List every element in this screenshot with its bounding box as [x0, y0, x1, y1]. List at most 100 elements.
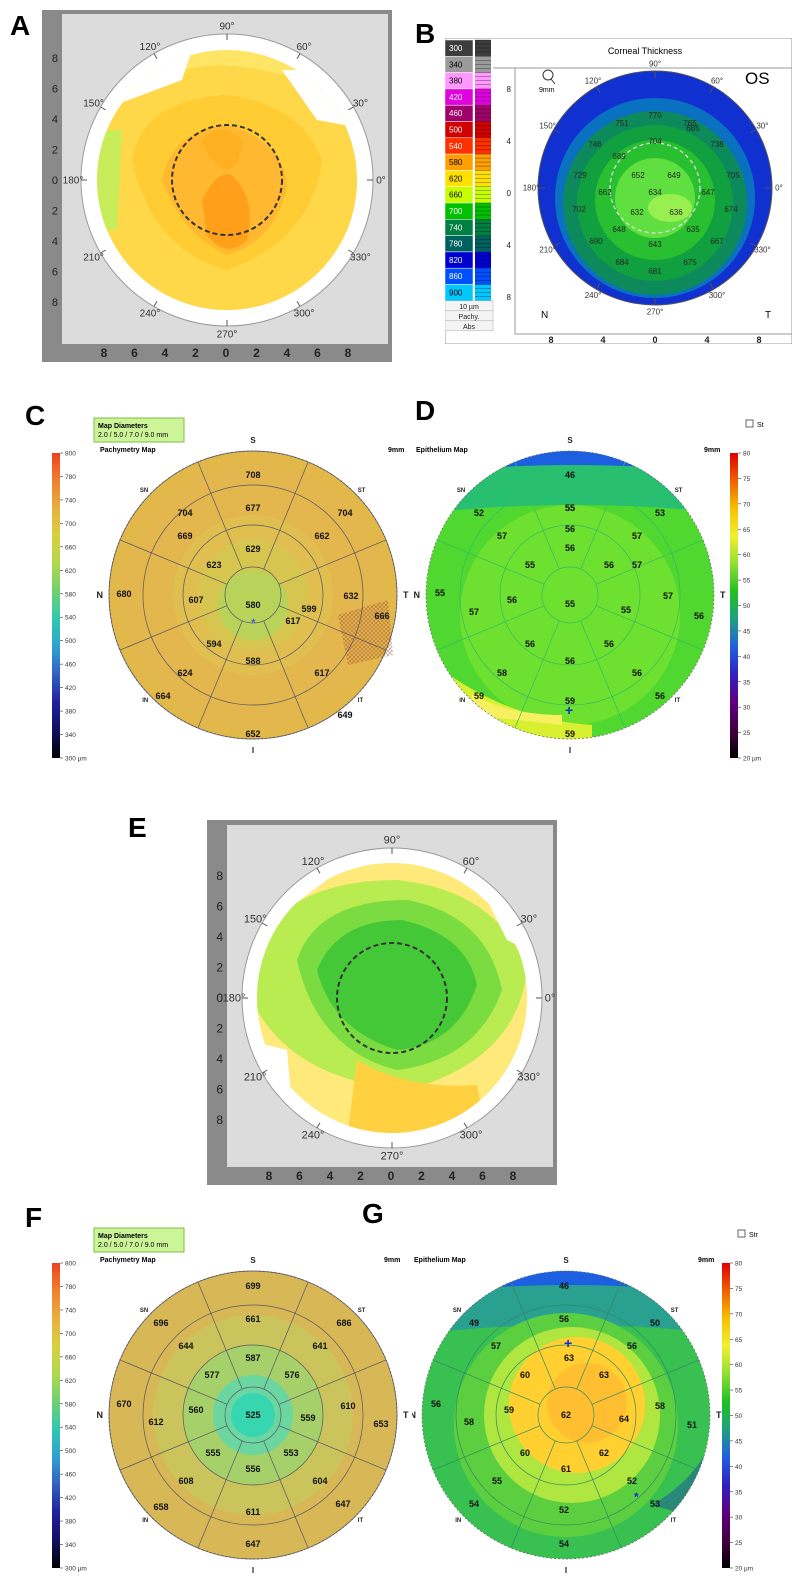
sector-spoke [591, 1425, 700, 1471]
x-tick-label: 4 [449, 1169, 456, 1183]
direction-label: ST [358, 488, 366, 494]
direction-label: SN [140, 1308, 148, 1314]
sector-value: 57 [632, 560, 642, 570]
scale-label: 75 [743, 476, 751, 483]
sector-value: 49 [469, 1318, 479, 1328]
y-tick-label: 0 [507, 189, 512, 198]
sector-value: 560 [188, 1405, 203, 1415]
scale-gradient [722, 1263, 730, 1568]
angle-label: 300° [460, 1130, 483, 1142]
angle-label: 30° [756, 122, 768, 131]
thickness-value: 689 [612, 152, 626, 161]
thickness-value: 634 [648, 188, 662, 197]
y-tick-label: 6 [216, 900, 223, 914]
zoom-icon[interactable] [542, 69, 554, 81]
x-tick-label: 2 [357, 1169, 364, 1183]
angle-tick [709, 283, 714, 289]
y-tick-label: 6 [216, 1083, 223, 1097]
direction-label: S [250, 436, 256, 445]
scale-label: 300 µm [65, 756, 87, 763]
sector-value: 594 [206, 639, 221, 649]
sector-value: 652 [245, 729, 260, 739]
scale-gradient [730, 453, 738, 758]
direction-label: N [414, 590, 421, 600]
sector-value: 670 [116, 1399, 131, 1409]
scale-footer: 10 µm [459, 304, 479, 311]
sector-value: 669 [177, 531, 192, 541]
direction-label: I [569, 746, 571, 755]
panel-g-checkbox[interactable] [737, 1229, 746, 1238]
panel-d-epithelium: Epithelium Map 9mm St + 55 56 55 56 56 55 57 56… [414, 419, 764, 763]
angle-label: 240° [302, 1130, 325, 1142]
angle-label: 30° [520, 914, 537, 926]
angle-label: 0° [775, 184, 783, 193]
thickness-value: 648 [612, 225, 626, 234]
scale-label: 45 [735, 1438, 743, 1445]
sector-spoke [591, 1359, 700, 1405]
panel-b-nasal-label: N [541, 310, 548, 321]
sector-spoke [197, 1440, 243, 1549]
thickness-value: 652 [631, 171, 645, 180]
direction-label: T [403, 590, 409, 600]
scale-label: 300 [449, 44, 463, 53]
scale-label: 620 [65, 1378, 76, 1385]
sector-spoke [436, 605, 545, 651]
scale-label: 660 [449, 191, 463, 200]
sector-value: 649 [337, 710, 352, 720]
scale-label: 30 [735, 1515, 743, 1522]
sector-spoke [263, 1281, 309, 1390]
angle-tick [347, 106, 354, 111]
sector-value: 56 [431, 1399, 441, 1409]
sector-value: 632 [343, 591, 358, 601]
sector-value: 57 [497, 531, 507, 541]
sector-value: 604 [312, 1476, 327, 1486]
panel-e-color-map [257, 863, 527, 1133]
y-tick-label: 8 [216, 1113, 223, 1127]
panel-f-map-diam-values: 2.0 / 5.0 / 7.0 / 9.0 mm [98, 1242, 168, 1249]
angle-label: 0° [376, 175, 386, 186]
direction-label: S [563, 1256, 569, 1265]
sector-value: 55 [565, 503, 575, 513]
direction-label: SN [453, 1308, 461, 1314]
scale-label: 500 [449, 126, 463, 135]
thickness-value: 684 [615, 258, 629, 267]
angle-tick [463, 867, 468, 874]
x-tick-label: 4 [284, 346, 291, 360]
y-tick-label: 6 [52, 267, 58, 279]
x-tick-label: 0 [223, 346, 230, 360]
angle-tick [100, 249, 107, 254]
thickness-value: 751 [615, 119, 629, 128]
sector-value: 57 [632, 531, 642, 541]
sector-value: 580 [245, 600, 260, 610]
y-tick-label: 8 [52, 297, 58, 309]
direction-label: IT [358, 1518, 364, 1524]
sector-spoke [278, 605, 387, 651]
panel-letter-e: E [128, 812, 147, 843]
sector-value: 55 [621, 605, 631, 615]
panel-d-marker: + [565, 702, 573, 718]
direction-label: SN [140, 488, 148, 494]
angle-tick [750, 242, 756, 247]
angle-tick [516, 1069, 523, 1074]
panel-d-checkbox[interactable] [745, 419, 754, 428]
angle-label: 270° [381, 1151, 404, 1163]
scale-label: 20 µm [735, 1566, 753, 1573]
panel-a-topography: 90° 60° 30° 0° 330° 300° 270° 240° 210° 180° 150° 1… [42, 10, 392, 362]
sector-value: 556 [245, 1464, 260, 1474]
thickness-value: 685 [686, 124, 700, 133]
angle-tick [750, 129, 756, 134]
scale-label: 420 [449, 93, 463, 102]
panel-f-map-title: Pachymetry Map [100, 1257, 156, 1264]
scale-bar [475, 186, 491, 203]
sector-spoke [510, 1281, 556, 1390]
scale-label: 75 [735, 1286, 743, 1293]
y-tick-label: 8 [216, 869, 223, 883]
sector-value: 56 [565, 543, 575, 553]
direction-label: ST [358, 1308, 366, 1314]
scale-label: 800 [65, 1261, 76, 1268]
scale-label: 500 [65, 638, 76, 645]
sector-value: 56 [525, 639, 535, 649]
angle-tick [153, 53, 158, 60]
sector-value: 52 [474, 508, 484, 518]
sector-value: 52 [559, 1505, 569, 1515]
